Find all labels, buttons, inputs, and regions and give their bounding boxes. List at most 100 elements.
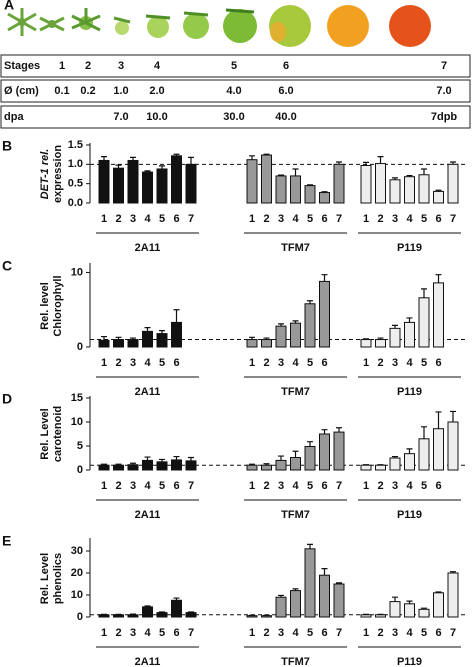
x-tick-label: 4 <box>292 480 299 492</box>
error-bar <box>406 174 413 177</box>
x-tick-label: 2 <box>377 480 383 492</box>
error-bar <box>321 568 328 576</box>
x-tick-label: 2 <box>115 627 121 639</box>
error-bar <box>249 336 255 340</box>
bar <box>171 599 182 618</box>
error-bar <box>263 153 270 156</box>
error-bar <box>101 335 107 341</box>
row-label: Stages <box>4 60 40 72</box>
x-tick-label: 5 <box>159 480 165 492</box>
bar <box>304 548 316 618</box>
x-tick-label: 6 <box>173 357 179 369</box>
x-tick-label: 6 <box>321 213 327 225</box>
bar <box>185 460 197 471</box>
error-bar <box>278 323 284 327</box>
x-tick-label: 6 <box>321 357 327 369</box>
error-bar <box>130 156 136 161</box>
x-tick-label: 3 <box>392 357 398 369</box>
error-bar <box>278 174 284 176</box>
error-bar <box>101 156 107 161</box>
error-bar <box>173 597 180 601</box>
x-tick-label: 4 <box>292 213 299 225</box>
cell: 7dpb <box>431 111 458 123</box>
error-bar <box>173 153 180 156</box>
cell: 4.0 <box>226 85 241 97</box>
x-tick-label: 4 <box>292 357 299 369</box>
bar <box>275 325 287 348</box>
x-tick-label: 5 <box>307 357 313 369</box>
panel-label: B <box>2 138 12 154</box>
x-tick-label: 4 <box>406 627 413 639</box>
x-tick-label: 1 <box>101 627 107 639</box>
x-tick-label: 4 <box>144 480 151 492</box>
panel-label: A <box>4 0 14 13</box>
bar <box>113 614 124 618</box>
bar <box>360 614 372 618</box>
bar <box>319 280 330 348</box>
error-bar <box>377 337 384 340</box>
error-bar <box>278 455 284 461</box>
group-label: P119 <box>397 386 422 398</box>
bar <box>319 192 330 204</box>
y-tick-label: 10 <box>71 589 83 601</box>
x-tick-label: 5 <box>421 627 427 639</box>
bar <box>185 612 197 618</box>
x-tick-label: 1 <box>101 480 107 492</box>
error-bar <box>392 455 398 458</box>
y-tick-label: 0 <box>77 341 83 353</box>
error-bar <box>421 426 427 439</box>
bar <box>290 457 301 471</box>
x-tick-label: 6 <box>173 213 179 225</box>
bar <box>142 171 153 204</box>
error-bar <box>188 611 194 613</box>
error-bar <box>450 161 456 165</box>
bar <box>433 428 444 471</box>
error-bar <box>336 427 342 433</box>
error-bar <box>406 600 413 604</box>
x-tick-label: 1 <box>363 627 369 639</box>
error-bar <box>450 410 456 422</box>
x-tick-label: 4 <box>406 357 413 369</box>
cell: 30.0 <box>223 111 244 123</box>
error-bar <box>307 441 313 447</box>
error-bar <box>421 168 427 175</box>
x-tick-label: 2 <box>115 213 121 225</box>
row-label: dpa <box>4 111 24 123</box>
bar <box>418 608 430 618</box>
x-tick-label: 3 <box>130 213 136 225</box>
bar <box>333 431 345 471</box>
error-bar <box>115 164 122 169</box>
bar <box>127 159 139 204</box>
error-bar <box>159 165 165 169</box>
error-bar <box>336 161 342 165</box>
y-tick-label: 20 <box>71 567 83 579</box>
x-tick-label: 5 <box>159 627 165 639</box>
x-tick-label: 3 <box>392 480 398 492</box>
bar <box>447 572 459 618</box>
table-row <box>0 79 471 103</box>
bar <box>304 303 316 348</box>
error-bar <box>321 429 328 434</box>
bar <box>98 339 110 348</box>
bar <box>156 461 168 471</box>
bar <box>447 163 459 204</box>
bar <box>127 339 139 348</box>
bar <box>389 457 401 471</box>
error-bar <box>130 613 136 615</box>
group-label: TFM7 <box>281 656 310 667</box>
x-tick-label: 3 <box>392 213 398 225</box>
bar <box>98 464 110 471</box>
bar <box>127 464 139 471</box>
table-row <box>0 54 471 78</box>
cell: 4 <box>154 60 161 72</box>
bar <box>275 459 287 471</box>
error-bar <box>144 456 151 461</box>
y-tick-label: 10 <box>71 416 83 428</box>
x-tick-label: 1 <box>363 357 369 369</box>
bar <box>156 333 168 348</box>
bar <box>275 596 287 618</box>
y-axis-label: phenolics <box>52 553 64 604</box>
bar <box>171 155 182 204</box>
bar <box>447 421 459 471</box>
cell: 0.2 <box>80 85 95 97</box>
